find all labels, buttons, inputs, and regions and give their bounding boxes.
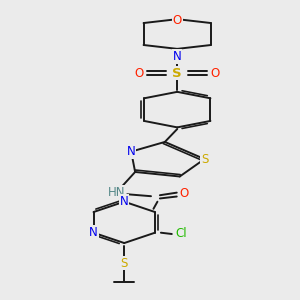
Text: O: O — [211, 67, 220, 80]
Text: S: S — [172, 67, 182, 80]
Text: O: O — [134, 67, 144, 80]
Text: S: S — [121, 256, 128, 270]
Text: N: N — [89, 226, 98, 239]
Text: O: O — [172, 14, 182, 27]
Text: Cl: Cl — [175, 227, 187, 241]
Text: N: N — [120, 195, 129, 208]
Text: HN: HN — [108, 186, 125, 199]
Text: O: O — [179, 187, 188, 200]
Text: S: S — [201, 152, 208, 166]
Text: N: N — [127, 145, 136, 158]
Text: N: N — [173, 50, 182, 63]
